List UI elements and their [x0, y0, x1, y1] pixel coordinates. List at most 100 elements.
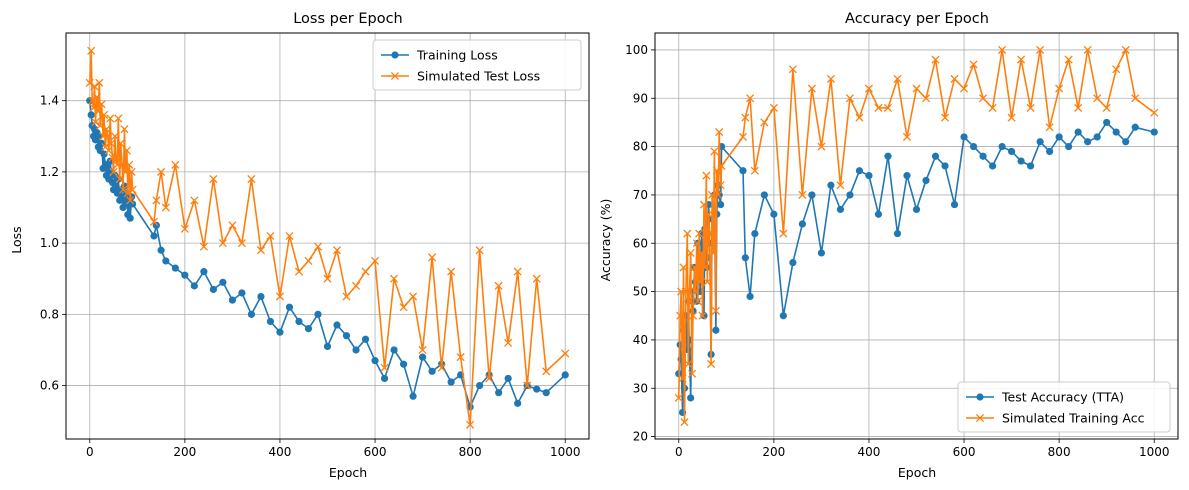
data-point-simulated-training-acc — [710, 147, 719, 156]
data-point-simulated-test-loss — [437, 363, 446, 372]
data-point-simulated-training-acc — [979, 94, 988, 103]
data-point-simulated-test-loss — [342, 292, 351, 301]
data-point-training-loss — [314, 310, 322, 318]
data-point-simulated-training-acc — [1131, 94, 1140, 103]
data-point-simulated-training-acc — [1112, 65, 1121, 74]
data-point-simulated-training-acc — [883, 103, 893, 112]
data-point-simulated-training-acc — [714, 190, 723, 199]
data-point-test-accuracy-tta — [693, 297, 701, 305]
data-point-simulated-training-acc — [690, 263, 699, 272]
data-point-training-loss — [257, 292, 265, 301]
data-point-simulated-training-acc — [864, 84, 874, 93]
data-point-training-loss — [200, 268, 208, 276]
data-point-test-accuracy-tta — [1065, 142, 1073, 151]
x-tick-label: 600 — [364, 445, 387, 459]
data-point-training-loss — [128, 200, 137, 208]
data-point-simulated-training-acc — [902, 132, 912, 141]
data-point-simulated-test-loss — [485, 374, 494, 383]
data-point-simulated-training-acc — [678, 374, 687, 383]
y-tick-label: 1.4 — [40, 94, 59, 108]
data-point-test-accuracy-tta — [1112, 128, 1120, 136]
data-point-training-loss — [418, 353, 427, 361]
data-point-training-loss — [266, 317, 275, 326]
data-point-training-loss — [285, 303, 294, 311]
data-point-simulated-test-loss — [332, 246, 342, 255]
data-point-simulated-test-loss — [247, 174, 256, 184]
data-point-simulated-test-loss — [107, 139, 116, 148]
data-point-training-loss — [87, 111, 95, 119]
data-point-training-loss — [150, 232, 158, 240]
y-tick-label: 50 — [633, 285, 648, 299]
data-point-simulated-test-loss — [118, 160, 127, 169]
data-point-simulated-test-loss — [109, 167, 118, 176]
data-point-training-loss — [533, 385, 541, 393]
loss-chart-ticks: 0 200 400 600 800 1000 0.6 0.8 1.0 1.2 1.4 — [40, 94, 581, 459]
loss-chart-plot-area — [85, 46, 570, 429]
accuracy-chart-ylabel: Accuracy (%) — [598, 199, 613, 282]
data-point-simulated-training-acc — [845, 94, 854, 103]
legend-marker — [976, 393, 984, 401]
data-point-simulated-test-loss — [106, 114, 115, 123]
data-point-simulated-test-loss — [123, 189, 132, 198]
data-point-training-loss — [181, 271, 189, 279]
data-point-test-accuracy-tta — [1122, 138, 1130, 146]
data-point-training-loss — [152, 221, 160, 229]
data-point-simulated-training-acc — [717, 161, 726, 170]
data-point-simulated-training-acc — [693, 297, 702, 306]
data-point-simulated-training-acc — [703, 277, 712, 286]
data-point-simulated-training-acc — [779, 229, 788, 238]
data-point-test-accuracy-tta — [700, 312, 708, 320]
data-point-simulated-training-acc — [874, 103, 883, 112]
data-point-simulated-training-acc — [1064, 55, 1073, 64]
data-point-simulated-training-acc — [700, 263, 709, 272]
data-point-simulated-training-acc — [685, 297, 694, 306]
data-point-simulated-test-loss — [114, 114, 123, 123]
legend-entry-simulated-training-acc: Simulated Training Acc — [966, 411, 1145, 426]
data-point-simulated-test-loss — [266, 231, 275, 241]
data-point-test-accuracy-tta — [717, 200, 725, 209]
data-point-simulated-training-acc — [1055, 84, 1064, 93]
accuracy-chart-grid — [655, 33, 1178, 439]
data-point-simulated-training-acc — [798, 190, 807, 199]
data-point-test-accuracy-tta — [739, 167, 747, 175]
data-point-simulated-test-loss — [532, 274, 541, 283]
data-point-simulated-training-acc — [686, 248, 695, 257]
data-point-simulated-test-loss — [96, 121, 105, 130]
data-point-simulated-training-acc — [912, 84, 921, 93]
data-point-simulated-test-loss — [108, 153, 117, 162]
data-point-simulated-training-acc — [855, 113, 864, 122]
data-point-simulated-test-loss — [90, 82, 99, 91]
data-point-training-loss — [190, 282, 198, 290]
data-point-training-loss — [304, 324, 313, 333]
data-point-simulated-test-loss — [513, 267, 522, 276]
y-tick-label: 80 — [633, 140, 648, 154]
data-point-simulated-test-loss — [218, 239, 227, 248]
x-tick-label: 1000 — [1139, 445, 1170, 459]
data-point-simulated-test-loss — [115, 174, 124, 184]
data-point-simulated-test-loss — [110, 132, 120, 141]
accuracy-chart: Accuracy per Epoch Epoch Accuracy (%) 0 2… — [598, 11, 1179, 480]
data-point-simulated-test-loss — [523, 381, 532, 390]
data-point-training-loss — [495, 389, 503, 397]
data-point-training-loss — [238, 289, 246, 297]
data-point-simulated-test-loss — [103, 132, 112, 141]
data-point-simulated-test-loss — [91, 117, 100, 127]
data-point-simulated-training-acc — [741, 113, 750, 122]
data-point-simulated-training-acc — [893, 74, 902, 83]
legend-label-simulated-training-acc: Simulated Training Acc — [1002, 411, 1145, 426]
data-point-simulated-training-acc — [998, 45, 1007, 54]
data-point-test-accuracy-tta — [998, 142, 1006, 151]
data-point-test-accuracy-tta — [922, 176, 930, 185]
data-point-simulated-training-acc — [826, 74, 835, 83]
x-tick-label: 400 — [269, 445, 292, 459]
data-point-test-accuracy-tta — [979, 152, 987, 160]
data-point-simulated-test-loss — [313, 242, 323, 251]
data-point-test-accuracy-tta — [960, 133, 968, 141]
data-point-simulated-training-acc — [931, 55, 940, 64]
loss-chart-title: Loss per Epoch — [293, 11, 403, 27]
data-point-simulated-test-loss — [149, 217, 159, 226]
y-tick-label: 0.6 — [40, 379, 59, 393]
data-point-simulated-test-loss — [92, 93, 101, 102]
data-point-simulated-training-acc — [788, 65, 797, 74]
